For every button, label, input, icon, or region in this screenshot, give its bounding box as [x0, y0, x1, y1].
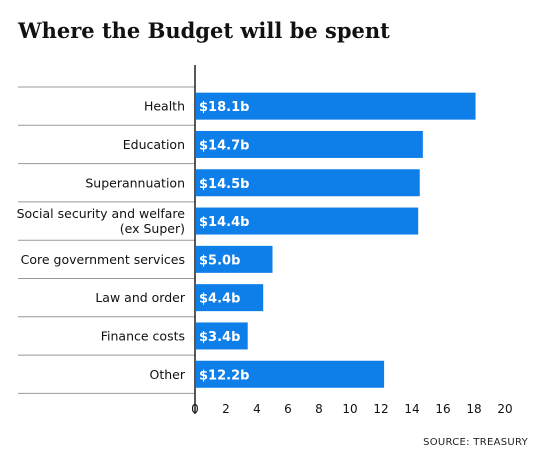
- x-tick-label: 8: [315, 402, 323, 416]
- category-label: Other: [150, 367, 186, 382]
- category-label: Law and order: [95, 290, 186, 305]
- category-label: Health: [144, 99, 185, 114]
- x-tick-label: 2: [222, 402, 230, 416]
- x-tick-label: 6: [284, 402, 292, 416]
- bar: [196, 130, 423, 158]
- x-tick-label: 10: [342, 402, 357, 416]
- data-label: $12.2b: [199, 368, 249, 383]
- bar: [196, 360, 385, 388]
- data-label: $14.7b: [199, 138, 249, 153]
- category-label: Social security and welfare (ex Super): [17, 206, 186, 236]
- data-label: $4.4b: [199, 292, 240, 307]
- bar: [196, 284, 264, 312]
- data-label: $3.4b: [199, 330, 240, 345]
- x-tick-label: 12: [373, 402, 388, 416]
- category-label: Finance costs: [101, 328, 185, 343]
- chart-title: Where the Budget will be spent: [18, 18, 390, 43]
- category-label: Core government services: [21, 252, 185, 267]
- bar: [196, 245, 273, 273]
- category-label: Superannuation: [85, 175, 185, 190]
- data-label: $14.4b: [199, 215, 249, 230]
- x-tick-label: 14: [404, 402, 419, 416]
- bar: [196, 322, 248, 350]
- x-tick-label: 0: [191, 402, 199, 416]
- x-tick-label: 18: [466, 402, 481, 416]
- category-label: Education: [123, 137, 185, 152]
- data-label: $5.0b: [199, 253, 240, 268]
- x-tick-label: 4: [253, 402, 261, 416]
- x-tick-label: 16: [435, 402, 450, 416]
- bar: [196, 169, 420, 197]
- data-label: $14.5b: [199, 177, 249, 192]
- source-note: SOURCE: TREASURY: [423, 437, 528, 448]
- bar: [196, 92, 476, 120]
- data-label: $18.1b: [199, 100, 249, 115]
- x-tick-label: 20: [497, 402, 512, 416]
- bar: [196, 207, 419, 235]
